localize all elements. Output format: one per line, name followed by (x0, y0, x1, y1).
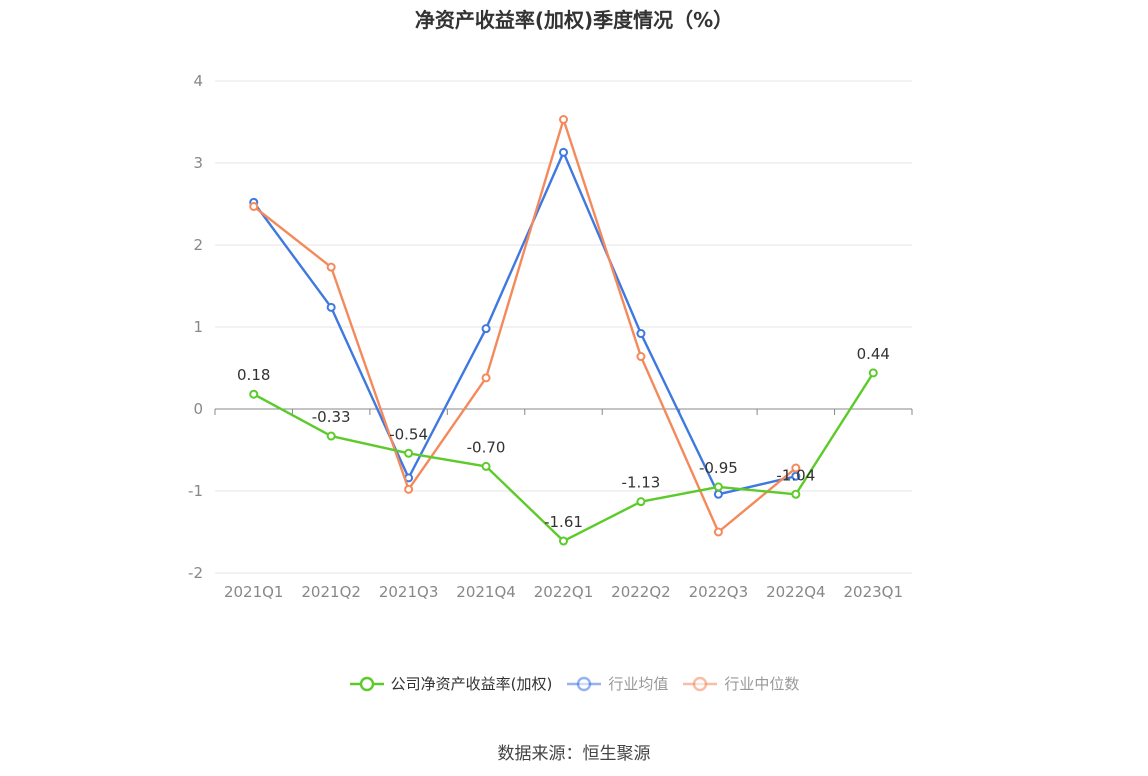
x-tick-label: 2021Q1 (224, 583, 284, 601)
series-layer (249, 115, 878, 546)
x-tick-label: 2022Q3 (689, 583, 749, 601)
data-label: 0.44 (857, 345, 890, 363)
data-point (249, 201, 259, 211)
data-label: -1.13 (622, 474, 661, 492)
x-tick-label: 2023Q1 (844, 583, 904, 601)
legend-swatch (349, 676, 384, 691)
data-point (481, 373, 491, 383)
x-tick-label: 2022Q2 (611, 583, 671, 601)
legend-item-1[interactable]: 行业均值 (566, 673, 668, 694)
legend-swatch (683, 676, 718, 691)
data-label: -0.54 (389, 425, 428, 443)
x-tick-label: 2021Q2 (301, 583, 361, 601)
y-tick-label: 0 (193, 400, 203, 418)
data-label: -1.04 (776, 466, 815, 484)
legend-marker (359, 676, 374, 691)
legend-label: 公司净资产收益率(加权) (390, 675, 553, 693)
data-label: -1.61 (544, 513, 583, 531)
data-point (404, 484, 414, 494)
x-tick-label: 2021Q3 (379, 583, 439, 601)
data-label: -0.70 (467, 438, 506, 456)
data-point (559, 147, 568, 157)
data-point (481, 461, 491, 471)
data-point (636, 352, 646, 362)
data-point (404, 448, 414, 458)
data-point (559, 536, 568, 546)
data-label: -0.33 (312, 408, 351, 426)
legend-marker (693, 676, 708, 691)
y-tick-label: 2 (193, 236, 203, 254)
x-tick-label: 2022Q4 (766, 583, 826, 601)
axis-layer: 4 3 2 1 0 -1 -2 2021Q1 2021Q2 2021Q3 2021Q4 2022Q1 2… (188, 72, 913, 601)
line-chart: 4 3 2 1 0 -1 -2 2021Q1 2021Q2 2021Q3 2021Q4 2022Q1 2… (188, 72, 913, 601)
legend-marker (577, 676, 592, 691)
data-point (868, 368, 878, 378)
legend-item-2[interactable]: 行业中位数 (682, 673, 799, 694)
legend-label: 行业中位数 (724, 675, 800, 693)
y-tick-label: 3 (193, 154, 203, 172)
data-point (636, 329, 646, 339)
data-point (326, 302, 336, 312)
data-point (326, 262, 336, 272)
y-tick-label: 4 (193, 72, 203, 90)
chart-title: 净资产收益率(加权)季度情况（%） (414, 8, 734, 32)
data-point (713, 527, 723, 537)
series-line-2 (252, 118, 797, 534)
data-label: 0.18 (237, 366, 270, 384)
legend-label: 行业均值 (608, 675, 669, 693)
data-label: -0.95 (699, 459, 738, 477)
x-tick-label: 2021Q4 (456, 583, 516, 601)
data-point (791, 471, 801, 481)
y-tick-label: -2 (188, 564, 203, 582)
data-point (559, 115, 568, 125)
data-point (326, 431, 336, 441)
data-point (249, 389, 259, 399)
data-point (713, 482, 723, 492)
data-label-layer: 0.18 -0.33 -0.54 -0.70 -1.61 -1.13 -0.95 -1.04 0… (237, 345, 890, 531)
legend-swatch (567, 676, 602, 691)
data-point (713, 489, 723, 499)
legend-item-0[interactable]: 公司净资产收益率(加权) (349, 673, 553, 694)
series-line-1 (252, 151, 797, 496)
source-note: 数据来源：恒生聚源 (497, 744, 651, 764)
data-point (791, 463, 801, 473)
x-tick-label: 2022Q1 (534, 583, 594, 601)
y-tick-label: -1 (188, 482, 203, 500)
y-tick-label: 1 (193, 318, 203, 336)
legend: 公司净资产收益率(加权) 行业均值 行业中位数 (0, 673, 1148, 694)
data-point (481, 324, 491, 334)
data-point (791, 489, 801, 499)
data-point (636, 497, 646, 507)
